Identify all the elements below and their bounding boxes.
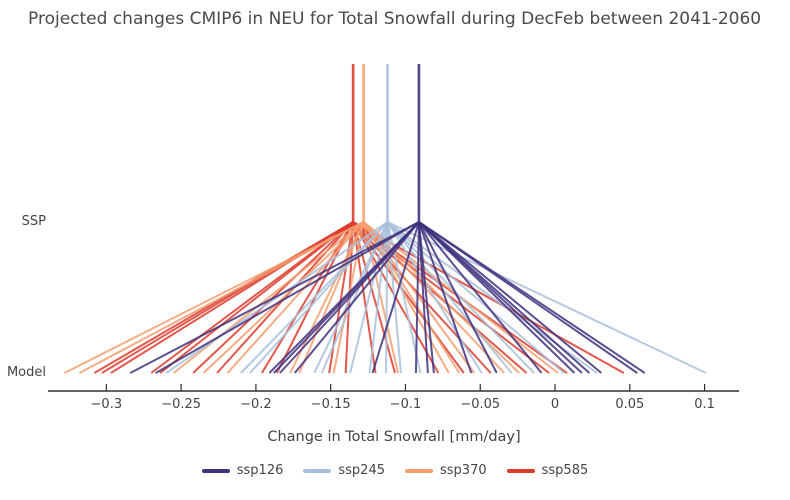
x-tick-label: 0 (551, 397, 559, 412)
legend-swatch-ssp585 (506, 468, 535, 473)
legend-swatch-ssp126 (201, 468, 230, 473)
x-tick-label: −0.25 (161, 397, 201, 412)
legend-item-ssp245[interactable]: ssp245 (303, 463, 385, 478)
legend-label-ssp245: ssp245 (338, 463, 385, 478)
model-line-ssp126[interactable] (418, 221, 603, 374)
model-line-ssp585[interactable] (159, 221, 354, 374)
x-tick-label: −0.05 (460, 397, 500, 412)
legend-item-ssp370[interactable]: ssp370 (405, 463, 487, 478)
model-line-ssp585[interactable] (352, 221, 396, 374)
legend-label-ssp585: ssp585 (541, 463, 589, 478)
x-tick-label: −0.3 (91, 397, 123, 412)
model-line-ssp245[interactable] (386, 221, 513, 374)
model-line-ssp245[interactable] (165, 221, 389, 374)
x-tick-label: 0.05 (615, 397, 644, 412)
legend-item-ssp126[interactable]: ssp126 (201, 463, 284, 478)
legend-swatch-ssp245 (303, 468, 332, 473)
x-tick-label: 0.1 (694, 397, 715, 412)
model-line-ssp370[interactable] (64, 221, 365, 374)
model-line-ssp370[interactable] (362, 221, 461, 374)
x-tick-label: −0.15 (311, 397, 351, 412)
model-line-ssp245[interactable] (368, 221, 389, 374)
legend: ssp126 ssp245 ssp370 ssp585 (0, 463, 790, 478)
model-line-ssp245[interactable] (240, 221, 389, 374)
model-line-ssp370[interactable] (78, 221, 365, 374)
x-axis-title: Change in Total Snowfall [mm/day] (267, 429, 521, 445)
model-line-ssp245[interactable] (386, 221, 402, 374)
model-line-ssp370[interactable] (226, 221, 365, 374)
model-line-ssp126[interactable] (155, 221, 420, 374)
legend-swatch-ssp370 (405, 468, 433, 473)
model-line-ssp245[interactable] (386, 221, 483, 374)
model-line-ssp126[interactable] (371, 221, 420, 374)
model-line-ssp126[interactable] (418, 221, 543, 374)
model-line-ssp126[interactable] (129, 221, 420, 374)
model-line-ssp245[interactable] (249, 221, 389, 374)
model-line-ssp126[interactable] (417, 221, 473, 374)
legend-item-ssp585[interactable]: ssp585 (506, 463, 589, 478)
legend-label-ssp126: ssp126 (236, 463, 284, 478)
model-line-ssp245[interactable] (386, 221, 565, 374)
model-line-ssp126[interactable] (418, 221, 498, 374)
model-line-ssp126[interactable] (417, 221, 435, 374)
model-line-ssp245[interactable] (385, 221, 389, 374)
chart-title: Projected changes CMIP6 in NEU for Total… (28, 9, 762, 29)
x-tick-label: −0.1 (390, 397, 422, 412)
model-line-ssp126[interactable] (279, 221, 420, 374)
model-line-ssp245[interactable] (349, 221, 389, 374)
y-category-ssp: SSP (21, 214, 46, 229)
x-tick-label: −0.2 (240, 397, 272, 412)
model-line-ssp126[interactable] (294, 221, 420, 374)
model-line-ssp370[interactable] (362, 221, 450, 374)
legend-label-ssp370: ssp370 (440, 463, 487, 478)
model-line-ssp126[interactable] (414, 221, 420, 374)
model-line-ssp370[interactable] (173, 221, 365, 374)
y-category-model: Model (6, 365, 46, 380)
model-line-ssp126[interactable] (418, 221, 591, 374)
model-line-ssp370[interactable] (298, 221, 365, 374)
model-line-ssp126[interactable] (418, 221, 646, 374)
model-line-ssp370[interactable] (202, 221, 365, 374)
